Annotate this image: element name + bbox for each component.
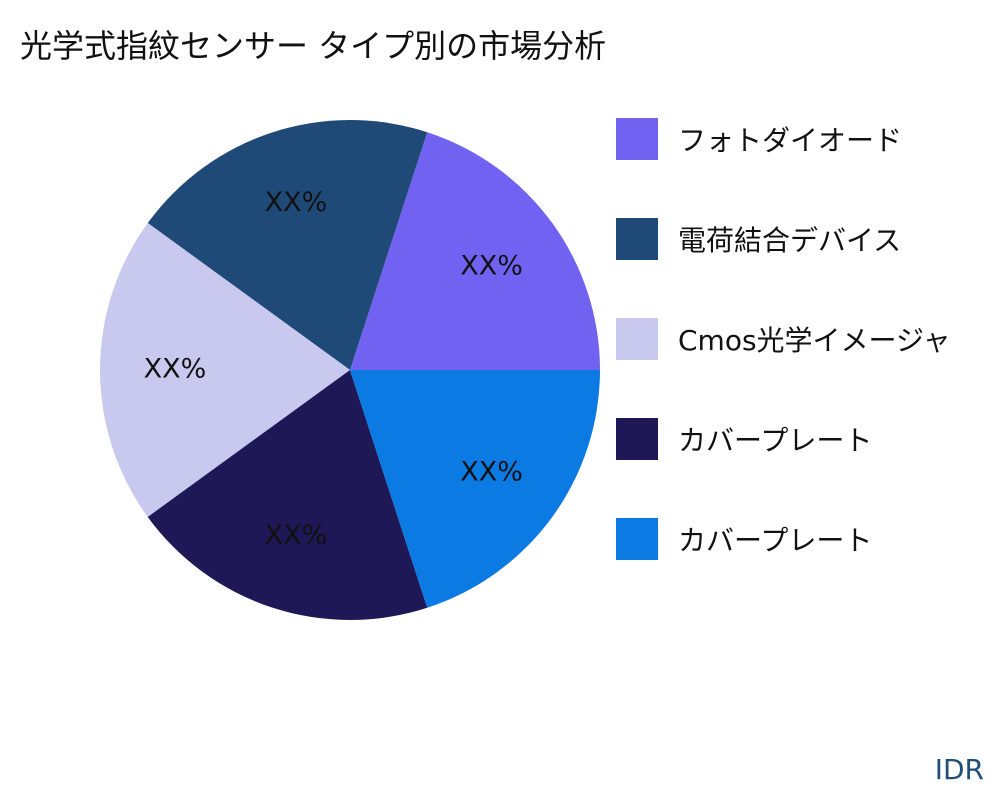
legend-item: カバープレート <box>616 518 996 560</box>
pie-slice <box>147 370 428 620</box>
legend-swatch <box>616 518 658 560</box>
legend-label: カバープレート <box>678 524 873 557</box>
legend-label: 電荷結合デバイス <box>678 224 902 257</box>
legend-label: フォトダイオード <box>678 124 903 157</box>
legend: フォトダイオード 電荷結合デバイス Cmos光学イメージャ カバープレート カバ… <box>616 118 996 618</box>
pie-slice <box>350 132 600 370</box>
legend-item: カバープレート <box>616 418 996 460</box>
legend-swatch <box>616 318 658 360</box>
legend-item: Cmos光学イメージャ <box>616 318 996 360</box>
legend-item: 電荷結合デバイス <box>616 218 996 260</box>
legend-label: Cmos光学イメージャ <box>678 324 951 357</box>
legend-swatch <box>616 418 658 460</box>
legend-swatch <box>616 218 658 260</box>
slice-label: XX% <box>460 251 523 282</box>
slice-label: XX% <box>265 187 328 218</box>
brand-logo-text: IDR <box>934 753 984 786</box>
legend-swatch <box>616 118 658 160</box>
slice-label: XX% <box>144 354 207 385</box>
pie-slice <box>350 370 600 608</box>
chart-title: 光学式指紋センサー タイプ別の市場分析 <box>20 27 607 65</box>
slice-label: XX% <box>460 456 523 487</box>
pie-slice <box>147 120 428 370</box>
legend-item: フォトダイオード <box>616 118 996 160</box>
pie-slice <box>100 223 350 517</box>
legend-label: カバープレート <box>678 424 873 457</box>
slice-label: XX% <box>265 520 328 551</box>
